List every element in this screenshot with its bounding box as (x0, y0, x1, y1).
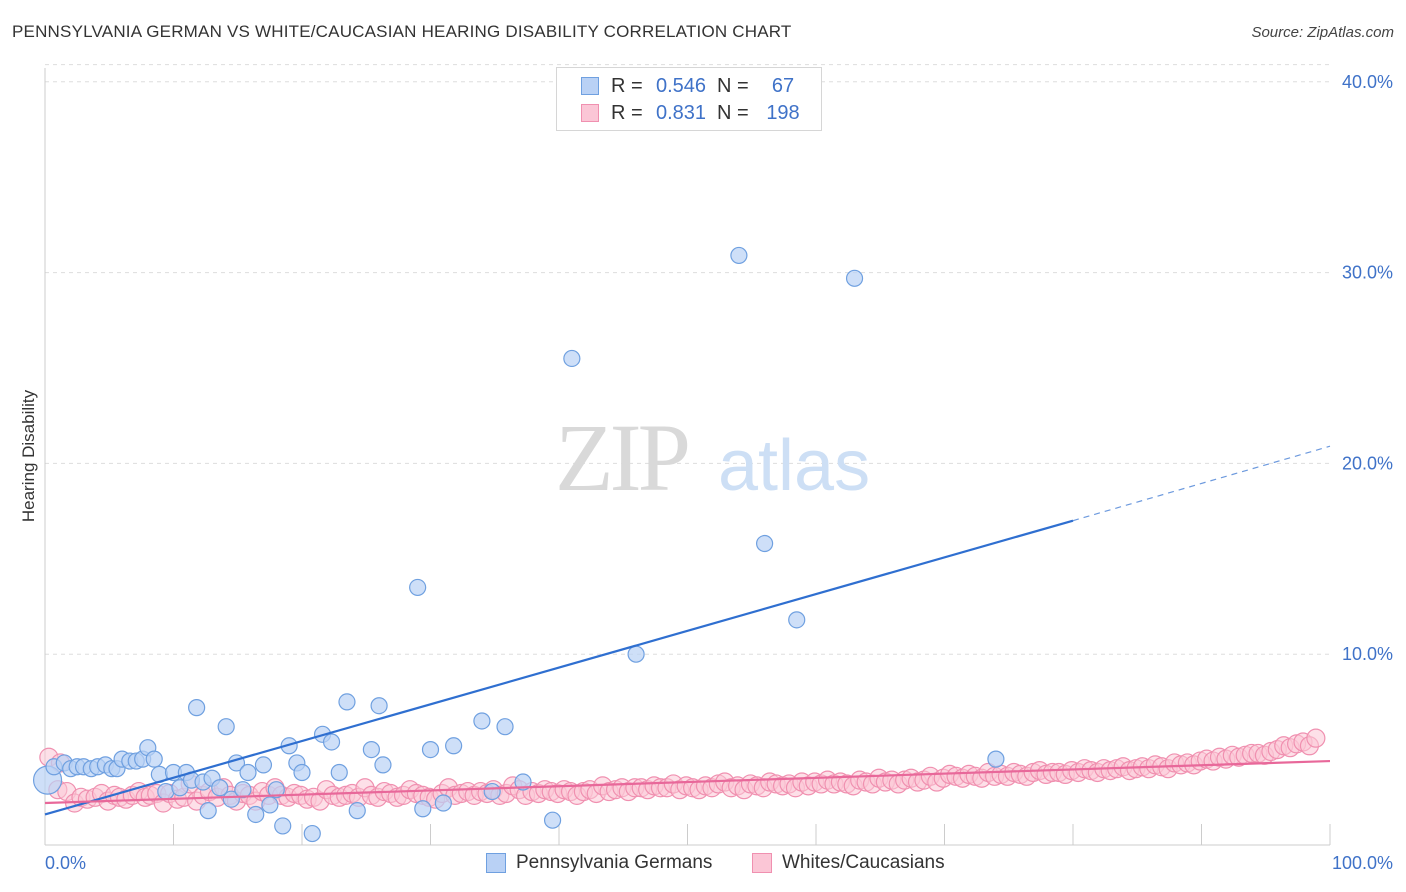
pennsylvania-germans-trend-line (44, 519, 1074, 816)
legend-r-label: R = (611, 101, 643, 124)
legend-swatch-pink (581, 104, 599, 122)
pennsylvania-germans-point (188, 699, 206, 717)
legend-n-label: N = (717, 101, 749, 124)
watermark: ZIP atlas (555, 404, 870, 511)
legend-swatch-blue (581, 77, 599, 95)
series-legend-swatch-pink (752, 853, 772, 873)
pennsylvania-germans-point (730, 246, 748, 265)
pennsylvania-germans-point (374, 756, 392, 774)
pennsylvania-germans-point (145, 750, 163, 768)
pennsylvania-germans-point (293, 763, 311, 782)
series-legend-swatch-blue (486, 853, 506, 873)
legend-row-pennsylvania-germans: R = 0.546 N = 67 (557, 74, 813, 98)
y-tick-label: 10.0% (1342, 644, 1393, 664)
pennsylvania-germans-point (222, 790, 240, 808)
pennsylvania-germans-point (338, 693, 356, 711)
pennsylvania-germans-point (348, 802, 366, 820)
series-legend-label: Whites/Caucasians (782, 852, 945, 873)
series-legend: Pennsylvania Germans Whites/Caucasians (0, 852, 1406, 878)
pennsylvania-germans-point (987, 750, 1005, 768)
pennsylvania-germans-point (254, 756, 273, 774)
legend-n-value: 198 (766, 101, 800, 124)
correlation-legend: R = 0.546 N = 67 R = 0.831 N = 198 (556, 67, 822, 131)
pennsylvania-germans-point (445, 737, 463, 755)
pennsylvania-germans-point (755, 534, 774, 553)
legend-r-value: 0.546 (655, 74, 707, 97)
series-legend-item-pennsylvania-germans: Pennsylvania Germans (486, 852, 712, 874)
pennsylvania-germans-point (496, 718, 514, 736)
legend-n-label: N = (717, 74, 749, 97)
watermark-atlas: atlas (718, 426, 870, 506)
legend-row-whites-caucasians: R = 0.831 N = 198 (557, 101, 813, 125)
tick-labels: 10.0% 20.0% 30.0% 40.0% 0.0% 100.0% (45, 72, 1393, 873)
series-legend-label: Pennsylvania Germans (516, 852, 713, 873)
axes (44, 68, 1331, 846)
pennsylvania-germans-point (514, 773, 532, 791)
pennsylvania-germans-point (543, 811, 562, 829)
trend-lines (44, 445, 1331, 816)
pennsylvania-germans-trend-extension (1072, 445, 1331, 522)
pennsylvania-germans-point (845, 269, 864, 287)
pennsylvania-germans-point (788, 611, 806, 629)
pennsylvania-germans-point (199, 802, 217, 820)
y-axis-label: Hearing Disability (19, 389, 38, 522)
x-tick-label: 100.0% (1332, 853, 1393, 873)
pennsylvania-germans-point (414, 800, 432, 818)
pennsylvania-germans-point (267, 781, 285, 799)
pennsylvania-germans-point (563, 349, 581, 368)
x-tick-label: 0.0% (45, 853, 86, 873)
watermark-zip: ZIP (555, 404, 688, 511)
grid-lines (45, 64, 1330, 655)
pennsylvania-germans-point (370, 697, 388, 715)
pennsylvania-germans-point (239, 763, 257, 782)
pennsylvania-germans-point (303, 824, 321, 843)
pennsylvania-germans-point (322, 733, 341, 751)
legend-r-label: R = (611, 74, 643, 97)
pennsylvania-germans-point (157, 782, 175, 801)
chart-source: Source: ZipAtlas.com (1251, 24, 1394, 41)
legend-n-value: 67 (771, 74, 795, 97)
pennsylvania-germans-point (247, 805, 265, 824)
pennsylvania-germans-point (434, 794, 452, 812)
pennsylvania-germans-point (421, 740, 440, 759)
pennsylvania-germans-point (274, 817, 292, 835)
pennsylvania-germans-point (330, 763, 348, 782)
y-tick-label: 20.0% (1342, 453, 1393, 473)
pennsylvania-germans-point (409, 578, 427, 597)
whites-caucasians-trend-line (44, 759, 1331, 805)
pennsylvania-germans-point (217, 718, 235, 736)
pennsylvania-germans-point (473, 712, 491, 730)
pennsylvania-germans-point (261, 796, 279, 814)
legend-r-value: 0.831 (655, 101, 707, 124)
y-tick-label: 40.0% (1342, 72, 1393, 92)
pennsylvania-germans-points (32, 246, 1005, 843)
pennsylvania-germans-point (362, 740, 380, 759)
series-legend-item-whites-caucasians: Whites/Caucasians (752, 852, 945, 874)
pennsylvania-germans-point (211, 779, 229, 797)
y-tick-label: 30.0% (1342, 263, 1393, 283)
chart-title: PENNSYLVANIA GERMAN VS WHITE/CAUCASIAN H… (12, 22, 792, 41)
pennsylvania-germans-point (627, 645, 645, 663)
whites-caucasians-point (1306, 728, 1326, 748)
pennsylvania-germans-point (234, 781, 252, 799)
pennsylvania-germans-point (483, 782, 501, 801)
